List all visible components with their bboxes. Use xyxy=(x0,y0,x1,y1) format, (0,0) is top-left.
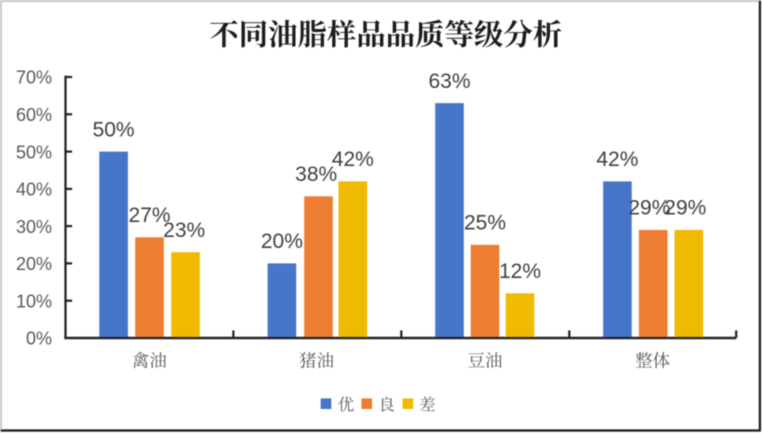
svg-text:20%: 20% xyxy=(16,254,52,274)
svg-text:23%: 23% xyxy=(163,219,205,242)
svg-text:25%: 25% xyxy=(464,212,506,235)
svg-text:10%: 10% xyxy=(16,291,52,311)
svg-text:27%: 27% xyxy=(128,204,170,227)
svg-text:30%: 30% xyxy=(16,217,52,237)
svg-text:70%: 70% xyxy=(16,68,52,88)
svg-text:29%: 29% xyxy=(664,197,706,220)
svg-text:63%: 63% xyxy=(428,70,470,93)
svg-text:42%: 42% xyxy=(332,148,374,171)
svg-text:20%: 20% xyxy=(261,230,303,253)
svg-text:40%: 40% xyxy=(16,180,52,200)
svg-text:29%: 29% xyxy=(628,197,670,220)
svg-text:12%: 12% xyxy=(499,260,541,283)
svg-text:38%: 38% xyxy=(295,163,337,186)
svg-text:50%: 50% xyxy=(16,142,52,162)
svg-text:42%: 42% xyxy=(596,148,638,171)
svg-text:50%: 50% xyxy=(93,118,135,141)
svg-text:60%: 60% xyxy=(16,105,52,125)
svg-text:0%: 0% xyxy=(26,329,52,349)
